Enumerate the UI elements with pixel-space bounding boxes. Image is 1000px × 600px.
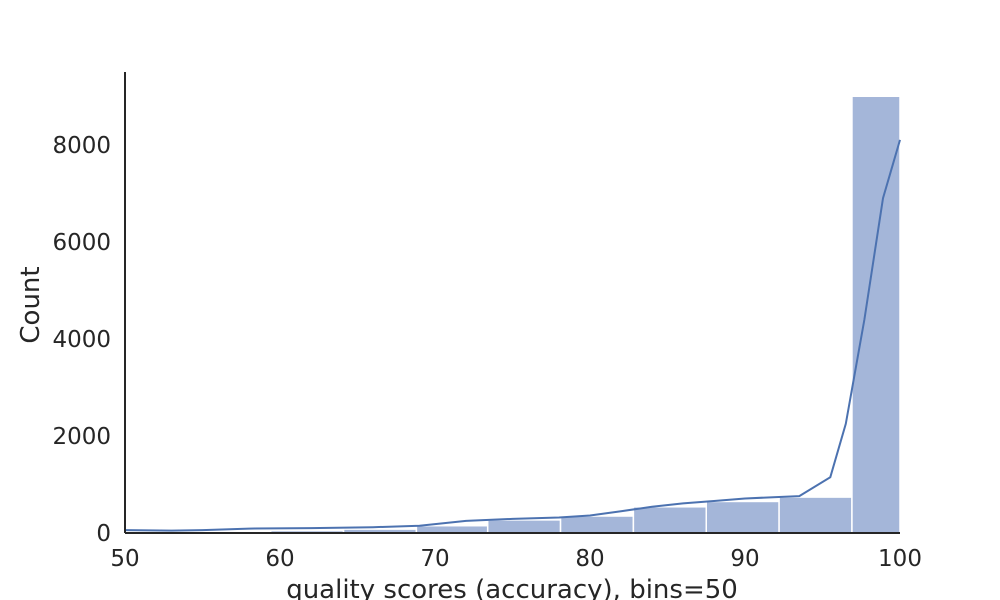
y-axis-title: Count bbox=[16, 266, 46, 343]
histogram-bar bbox=[415, 524, 489, 534]
histogram-bar bbox=[486, 519, 562, 534]
histogram-bar bbox=[705, 500, 780, 534]
histogram-bar bbox=[632, 506, 708, 534]
histogram-bar bbox=[778, 496, 853, 534]
y-tick-label: 0 bbox=[96, 521, 111, 547]
x-tick-label: 70 bbox=[420, 546, 449, 572]
histogram-bars bbox=[124, 95, 901, 534]
y-tick-label: 4000 bbox=[52, 327, 111, 353]
y-tick-label: 8000 bbox=[52, 133, 111, 159]
x-tick-label: 80 bbox=[575, 546, 604, 572]
x-tick-label: 50 bbox=[110, 546, 139, 572]
y-tick-label: 2000 bbox=[52, 424, 111, 450]
kde-line bbox=[124, 139, 901, 532]
x-axis-title: quality scores (accuracy), bins=50 bbox=[286, 575, 738, 600]
x-axis-ticks: 50 60 70 80 90 100 bbox=[110, 546, 922, 572]
x-tick-label: 60 bbox=[265, 546, 294, 572]
histogram-bar bbox=[559, 515, 635, 534]
y-axis-ticks: 0 2000 4000 6000 8000 bbox=[52, 133, 111, 547]
x-tick-label: 100 bbox=[878, 546, 922, 572]
y-tick-label: 6000 bbox=[52, 230, 111, 256]
x-tick-label: 90 bbox=[730, 546, 759, 572]
